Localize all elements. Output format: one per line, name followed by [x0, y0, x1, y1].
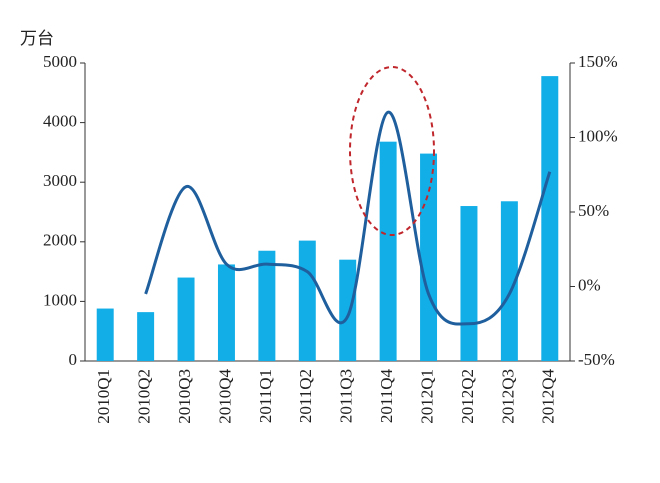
y-tick-label: 2000 [43, 231, 77, 250]
x-tick-label: 2010Q3 [175, 369, 194, 424]
x-tick-label: 2012Q4 [539, 369, 558, 424]
bar [500, 201, 518, 361]
bar [96, 308, 114, 361]
x-tick-label: 2012Q1 [417, 369, 436, 424]
y-axis-label: 万台 [20, 29, 54, 48]
y-tick-label: 0 [69, 350, 78, 369]
x-tick-label: 2012Q2 [458, 369, 477, 424]
bar [298, 240, 316, 361]
highlight-ellipse [349, 66, 435, 236]
x-tick-label: 2011Q3 [337, 369, 356, 423]
bar [460, 206, 478, 361]
bar [339, 259, 357, 361]
x-tick-label: 2012Q3 [498, 369, 517, 424]
bar [177, 277, 195, 361]
y-tick-label: 4000 [43, 112, 77, 131]
bar [217, 264, 235, 361]
line [144, 110, 552, 326]
x-tick-label: 2011Q2 [296, 369, 315, 423]
x-tick-label: 2010Q1 [94, 369, 113, 424]
y2-tick-label: 50% [578, 201, 609, 220]
bar [541, 76, 559, 361]
x-tick-label: 2010Q4 [215, 369, 234, 424]
x-tick-label: 2010Q2 [135, 369, 154, 424]
y2-tick-label: 100% [578, 126, 618, 145]
bar [137, 312, 155, 361]
y2-tick-label: -50% [578, 350, 615, 369]
bar [420, 153, 438, 361]
y2-tick-label: 0% [578, 275, 601, 294]
x-tick-label: 2011Q4 [377, 369, 396, 424]
bar [258, 250, 276, 361]
y-tick-label: 3000 [43, 171, 77, 190]
y-tick-label: 1000 [43, 290, 77, 309]
x-tick-label: 2011Q1 [256, 369, 275, 423]
y2-tick-label: 150% [578, 52, 618, 71]
y-tick-label: 5000 [43, 52, 77, 71]
bar [379, 141, 397, 361]
